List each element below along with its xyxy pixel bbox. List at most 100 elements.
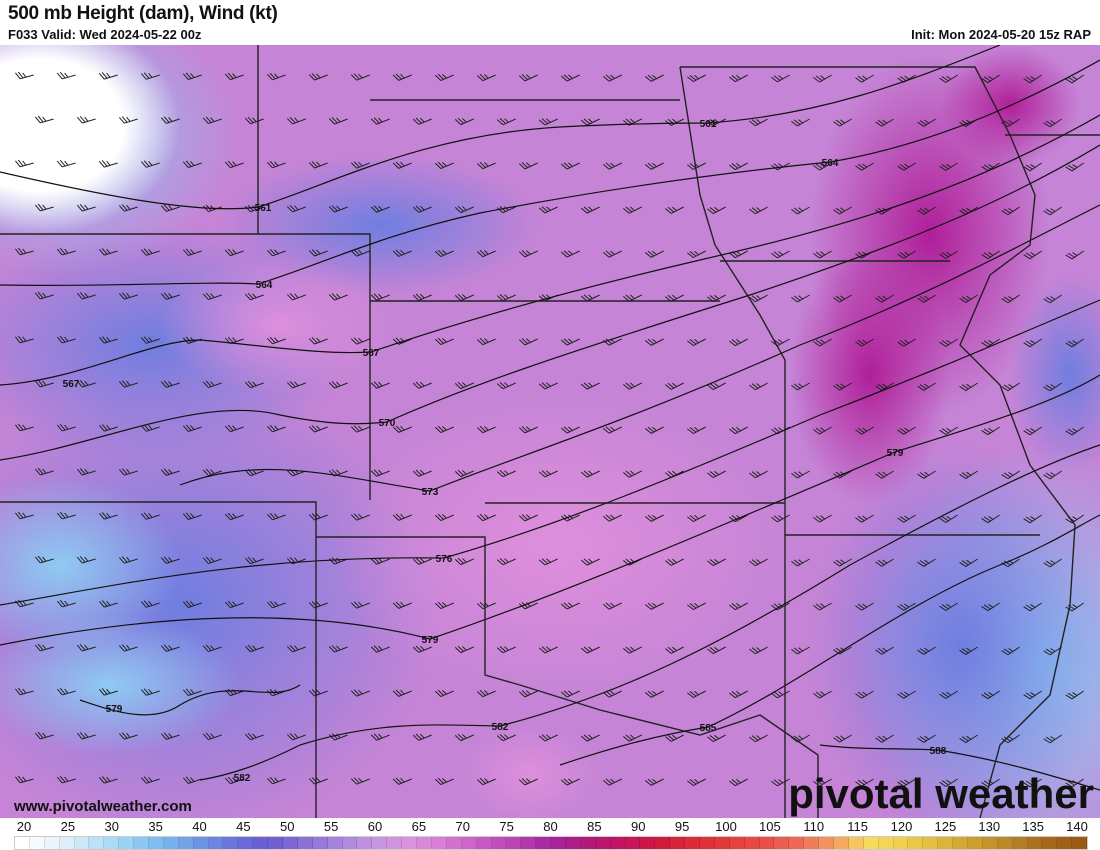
wind-barb [76, 116, 96, 124]
colorbar-swatch [953, 837, 968, 849]
colorbar-swatch [655, 837, 671, 849]
wind-barb [813, 690, 832, 699]
colorbar-tick: 105 [759, 819, 781, 834]
wind-barb [224, 512, 244, 521]
colorbar-swatch [640, 837, 656, 849]
wind-barb [182, 776, 202, 784]
wind-barb [687, 338, 706, 346]
wind-barb [939, 514, 958, 523]
wind-barb [286, 205, 306, 213]
colorbar-tick: 60 [367, 819, 383, 834]
wind-barb [1065, 74, 1084, 84]
wind-barb [370, 557, 390, 565]
wind-barb [560, 338, 580, 346]
wind-barb [1065, 338, 1084, 348]
contour-label: 579 [422, 635, 439, 646]
colorbar-swatch [357, 837, 373, 849]
wind-barb [98, 424, 118, 432]
wind-barb [476, 425, 496, 434]
wind-barb [182, 248, 202, 256]
wind-barb [959, 734, 978, 743]
colorbar-swatch [44, 837, 60, 849]
init-time: Init: Mon 2024-05-20 15z RAP [911, 27, 1091, 42]
wind-barb [538, 118, 558, 126]
colorbar-swatch [521, 837, 537, 849]
wind-barb [518, 338, 538, 346]
wind-barb [622, 558, 642, 566]
wind-barb [939, 602, 958, 611]
wind-barb [454, 733, 474, 742]
wind-barb [1023, 250, 1042, 260]
colorbar-swatch [89, 837, 105, 849]
wind-barb [34, 291, 54, 300]
wind-barb [602, 778, 622, 786]
colorbar-swatch [178, 837, 194, 849]
wind-barb [939, 690, 958, 699]
weather-map: 561 561 564 564 567 567 570 573 576 579 … [0, 45, 1100, 818]
wind-barb [286, 469, 306, 477]
colorbar-tick: 90 [631, 819, 646, 834]
wind-barb [56, 159, 76, 168]
wind-barb [160, 556, 180, 564]
wind-barb [160, 468, 180, 476]
wind-barb [875, 118, 894, 127]
wind-barb [392, 513, 412, 521]
colorbar-tick: 130 [978, 819, 1001, 834]
wind-barb [1001, 470, 1020, 480]
wind-barb [665, 470, 684, 478]
wind-barb [496, 558, 516, 566]
wind-barb [140, 248, 160, 256]
wind-barb [538, 734, 558, 742]
wind-barb [308, 73, 328, 81]
wind-barb [622, 206, 642, 214]
wind-barb [1023, 426, 1042, 436]
wind-barb [350, 513, 370, 521]
wind-barb [791, 118, 810, 127]
pivotal-weather-logo: pivotal weather [788, 770, 1094, 817]
wind-barb [14, 599, 34, 608]
contour-570 [0, 144, 1100, 461]
wind-barb [266, 424, 286, 433]
wind-barb [729, 74, 748, 83]
wind-barb [602, 690, 622, 698]
wind-barb [981, 690, 1000, 700]
wind-barb [981, 338, 1000, 348]
wind-barb [981, 778, 1000, 788]
wind-barb [855, 426, 874, 435]
colorbar-swatch [1072, 837, 1088, 849]
wind-barb [56, 247, 76, 256]
colorbar-swatch [1057, 837, 1073, 849]
wind-barb [580, 118, 600, 126]
wind-barb [370, 645, 390, 653]
wind-barb [855, 602, 874, 611]
height-contours [0, 45, 1100, 791]
colorbar-swatch [685, 837, 700, 849]
colorbar-swatch [446, 837, 462, 849]
wind-barb [56, 775, 76, 784]
wind-barb [434, 601, 454, 609]
colorbar-swatch [893, 837, 909, 849]
wind-barb [370, 381, 390, 389]
wind-barb [560, 162, 580, 170]
wind-barb [771, 74, 790, 83]
wind-barb [98, 248, 118, 256]
wind-barb [560, 690, 580, 698]
wind-barb [454, 117, 474, 126]
wind-barb [729, 338, 748, 347]
wind-barb [350, 249, 370, 257]
wind-barb [434, 513, 454, 521]
wind-barb [76, 732, 96, 740]
wind-barb [1023, 778, 1042, 788]
wind-barb [707, 206, 726, 215]
colorbar-tick: 75 [499, 819, 514, 834]
wind-barb [771, 602, 790, 611]
colorbar-tick: 110 [803, 819, 825, 834]
wind-barb [308, 513, 328, 521]
wind-barb [707, 470, 726, 479]
wind-barb [266, 688, 286, 697]
wind-barb [224, 72, 244, 81]
wind-barb [392, 73, 412, 81]
wind-barb [476, 249, 496, 258]
wind-barb [350, 161, 370, 169]
wind-barb [729, 778, 748, 787]
